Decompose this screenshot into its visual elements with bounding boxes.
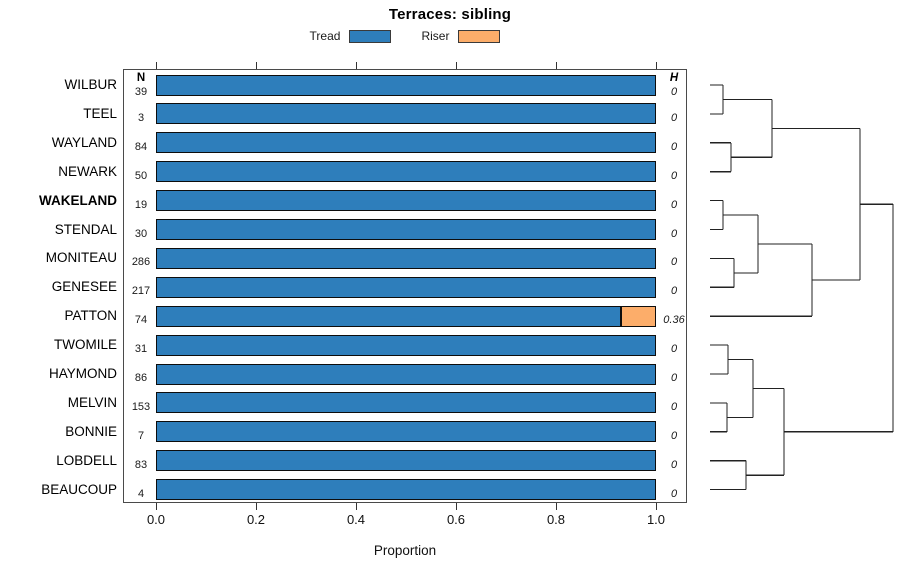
axis-tick-bottom (256, 503, 258, 510)
category-label: BONNIE (65, 423, 117, 439)
axis-tick-label: 1.0 (646, 512, 666, 527)
h-value: 0.36 (663, 314, 685, 327)
legend-label-riser: Riser (421, 29, 450, 43)
n-value: 3 (137, 111, 145, 124)
legend-swatch-riser (458, 29, 501, 43)
plot-frame (123, 69, 687, 503)
n-value: 39 (134, 86, 148, 98)
n-value: 31 (134, 343, 148, 356)
bar-segment-tread (156, 161, 656, 183)
chart-title: Terraces: sibling (388, 6, 512, 23)
category-label: MELVIN (67, 394, 117, 410)
n-value: 50 (134, 169, 148, 182)
n-value: 84 (134, 140, 148, 153)
axis-tick-bottom (356, 503, 358, 510)
axis-tick-label: 0.6 (446, 512, 466, 527)
h-value: 0 (670, 86, 678, 98)
legend: Tread Riser (123, 27, 687, 45)
legend-item-riser: Riser (421, 29, 501, 43)
category-label: TWOMILE (54, 337, 117, 353)
bar-segment-tread (156, 421, 656, 443)
axis-tick-bottom (456, 503, 458, 510)
h-value: 0 (670, 227, 678, 240)
legend-label-tread: Tread (309, 29, 341, 43)
h-value: 0 (670, 140, 678, 153)
category-label: PATTON (64, 308, 117, 324)
bar-segment-tread (156, 305, 621, 327)
axis-tick-label: 0.8 (546, 512, 566, 527)
axis-tick-label: 0.2 (246, 512, 266, 527)
category-label: TEEL (83, 105, 117, 121)
h-value: 0 (670, 429, 678, 442)
n-column-header: N (136, 72, 146, 84)
category-label: HAYMOND (48, 366, 117, 381)
category-label: STENDAL (54, 221, 117, 237)
h-value: 0 (670, 256, 678, 269)
bar-segment-tread (156, 450, 656, 472)
category-label: LOBDELL (56, 452, 117, 468)
h-value: 0 (670, 400, 678, 413)
bar-segment-tread (156, 74, 656, 96)
bar-segment-riser (621, 305, 656, 327)
x-axis-label: Proportion (373, 543, 437, 558)
bar-segment-tread (156, 392, 656, 414)
n-value: 7 (137, 429, 145, 442)
h-value: 0 (670, 198, 678, 211)
n-value: 83 (134, 458, 148, 471)
n-value: 153 (131, 400, 151, 413)
bar-segment-tread (156, 363, 656, 385)
n-value: 74 (134, 314, 148, 327)
axis-tick-top (256, 62, 258, 69)
n-value: 86 (134, 372, 148, 384)
axis-tick-top (556, 62, 558, 69)
n-value: 217 (131, 285, 151, 298)
category-label: BEAUCOUP (41, 481, 117, 497)
axis-tick-top (656, 62, 658, 69)
bar-segment-tread (156, 276, 656, 298)
h-value: 0 (670, 169, 678, 182)
category-label: WILBUR (64, 77, 117, 92)
n-value: 4 (137, 487, 145, 500)
n-value: 286 (131, 256, 151, 269)
category-label: WAYLAND (51, 134, 117, 150)
bar-segment-tread (156, 190, 656, 212)
n-value: 19 (134, 198, 148, 211)
bar-segment-tread (156, 103, 656, 125)
bar-segment-tread (156, 219, 656, 240)
bar-segment-tread (156, 247, 656, 269)
h-value: 0 (670, 285, 678, 298)
axis-tick-bottom (556, 503, 558, 510)
legend-swatch-tread (349, 29, 392, 43)
category-label: GENESEE (51, 279, 117, 295)
h-column-header: H (669, 72, 679, 84)
bar-segment-tread (156, 132, 656, 154)
axis-tick-bottom (156, 503, 158, 510)
h-value: 0 (670, 111, 678, 124)
n-value: 30 (134, 227, 148, 240)
bar-segment-tread (156, 334, 656, 356)
axis-tick-top (156, 62, 158, 69)
category-label: MONITEAU (45, 250, 117, 266)
legend-item-tread: Tread (310, 29, 392, 43)
h-value: 0 (670, 458, 678, 471)
axis-tick-label: 0.0 (146, 512, 166, 527)
h-value: 0 (670, 343, 678, 356)
bar-segment-tread (156, 479, 656, 501)
category-label: NEWARK (58, 163, 117, 179)
h-value: 0 (670, 487, 678, 500)
axis-tick-bottom (656, 503, 658, 510)
axis-tick-top (356, 62, 358, 69)
h-value: 0 (670, 372, 678, 384)
axis-tick-label: 0.4 (346, 512, 366, 527)
category-label: WAKELAND (39, 192, 117, 208)
axis-tick-top (456, 62, 458, 69)
